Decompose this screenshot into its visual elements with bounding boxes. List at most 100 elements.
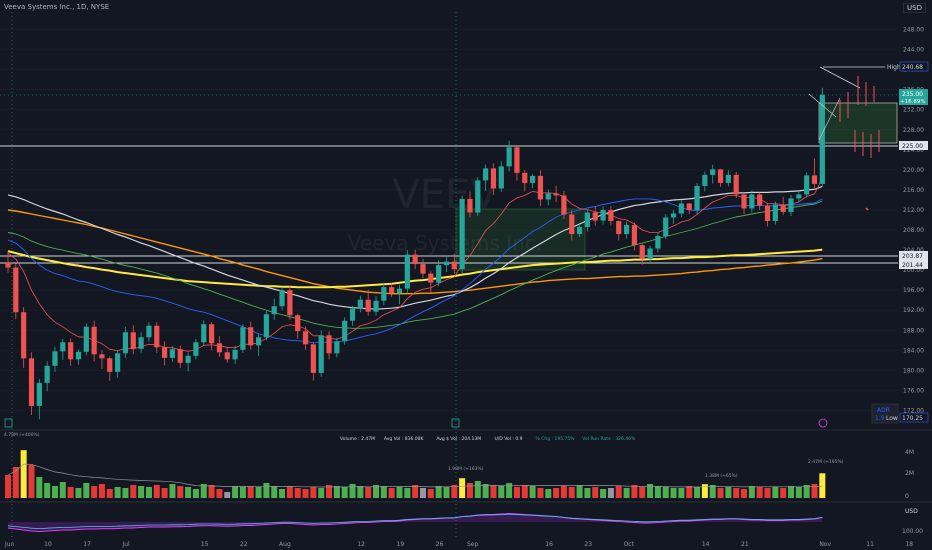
lower-axis-100: 100.00 [902,528,923,535]
breakout-zone-box[interactable] [818,102,898,144]
volume-bar [302,489,309,498]
candle [201,320,207,346]
price-tick-label: 176.00 [903,387,924,394]
candle-body [208,324,215,344]
volume-bar [701,484,708,498]
low-label: Low [886,415,898,422]
earnings-marker-1[interactable] [4,418,13,428]
price-tick-label: 200.00 [903,267,924,274]
projection-drawing[interactable] [808,66,885,211]
price-tick-label: 224.00 [903,147,924,154]
candle-body [310,344,316,373]
candle-body [334,341,340,354]
candle [99,350,105,369]
candle-body [498,166,504,189]
volume-bar [365,487,372,498]
volume-bar [404,488,411,498]
time-tick-label: Sep [467,541,479,548]
volume-left-label: 4.78M (+400%) [4,432,40,438]
candle [295,313,301,339]
volume-right-label: 2.47M (+195%) [808,459,844,465]
volume-bar [98,484,105,498]
earnings-marker-2[interactable] [451,418,460,428]
candle-body [44,365,50,383]
volume-bar [224,492,231,498]
candle-body [115,353,121,372]
candle-body [193,342,199,356]
indicator-line[interactable] [7,512,823,533]
volume-bar [145,487,152,498]
candle-body [185,355,191,363]
volume-bar [326,485,333,498]
volume-axis-0: 0 [905,493,909,500]
candle-body [287,290,293,316]
volume-bar [247,486,254,498]
candle-body [349,308,356,321]
candle-body [99,354,105,359]
candle-body [60,342,66,352]
volume-bar [795,487,802,498]
volume-bar [232,486,239,498]
candle [271,298,277,320]
volume-bar [568,487,575,498]
consolidation-zone-box[interactable] [455,208,586,271]
candle [498,161,504,192]
current-change: +16.89% [900,99,926,105]
candle-body [608,209,614,222]
volume-bar [5,475,11,498]
volume-bar [177,486,184,498]
indicator-signal-line[interactable] [7,513,823,530]
volume-bar [122,488,129,498]
currency-button[interactable]: USD [903,3,926,13]
volume-bar [725,487,732,498]
volume-bar [678,488,685,498]
candle-body [819,94,825,184]
volume-bar [529,486,536,498]
volume-bar [200,484,207,498]
candle [420,258,426,279]
volume-bar [294,488,301,498]
volume-bar [631,485,638,498]
volume-bar [412,485,419,498]
candle [389,283,395,298]
volume-mid-label: 1.98M (+163%) [448,466,484,472]
volume-bar [772,487,779,498]
candle-body [749,194,755,209]
event-marker[interactable] [818,418,828,428]
ma-orange-line[interactable] [7,209,823,295]
candle-body [522,172,528,183]
symbol-title[interactable]: Veeva Systems Inc., 1D, NYSE [4,3,110,11]
candle [553,185,559,202]
candle [44,361,50,392]
watermark-name: Veeva Systems Inc. [348,231,542,255]
adr-label: ADR [877,407,890,414]
volume-stat: Avg $ Vol : 204.13M [436,436,481,442]
ma-mid-line[interactable] [7,198,823,344]
volume-bar [717,488,724,498]
volume-bar [161,488,168,498]
candle-body [436,265,442,283]
candle-body [655,236,661,249]
candle [749,190,755,213]
candle [436,260,442,287]
candle [365,289,371,316]
volume-bar [811,484,818,498]
ma-white-line[interactable] [7,185,823,310]
candle [616,220,622,241]
candle-body [717,169,724,183]
price-tick-label: 216.00 [903,187,924,194]
ma-slow-line[interactable] [7,200,823,329]
volume-bar [239,487,246,498]
volume-bar [639,487,646,498]
price-tick-label: 212.00 [903,207,924,214]
candle [154,322,160,353]
candle-body [428,273,434,283]
candle-body [107,358,113,372]
time-tick-label: 22 [240,541,248,548]
candle-body [459,198,465,270]
candle [91,320,97,362]
volume-bar [576,485,583,498]
ma-200-line[interactable] [7,248,823,289]
candle [263,311,269,341]
